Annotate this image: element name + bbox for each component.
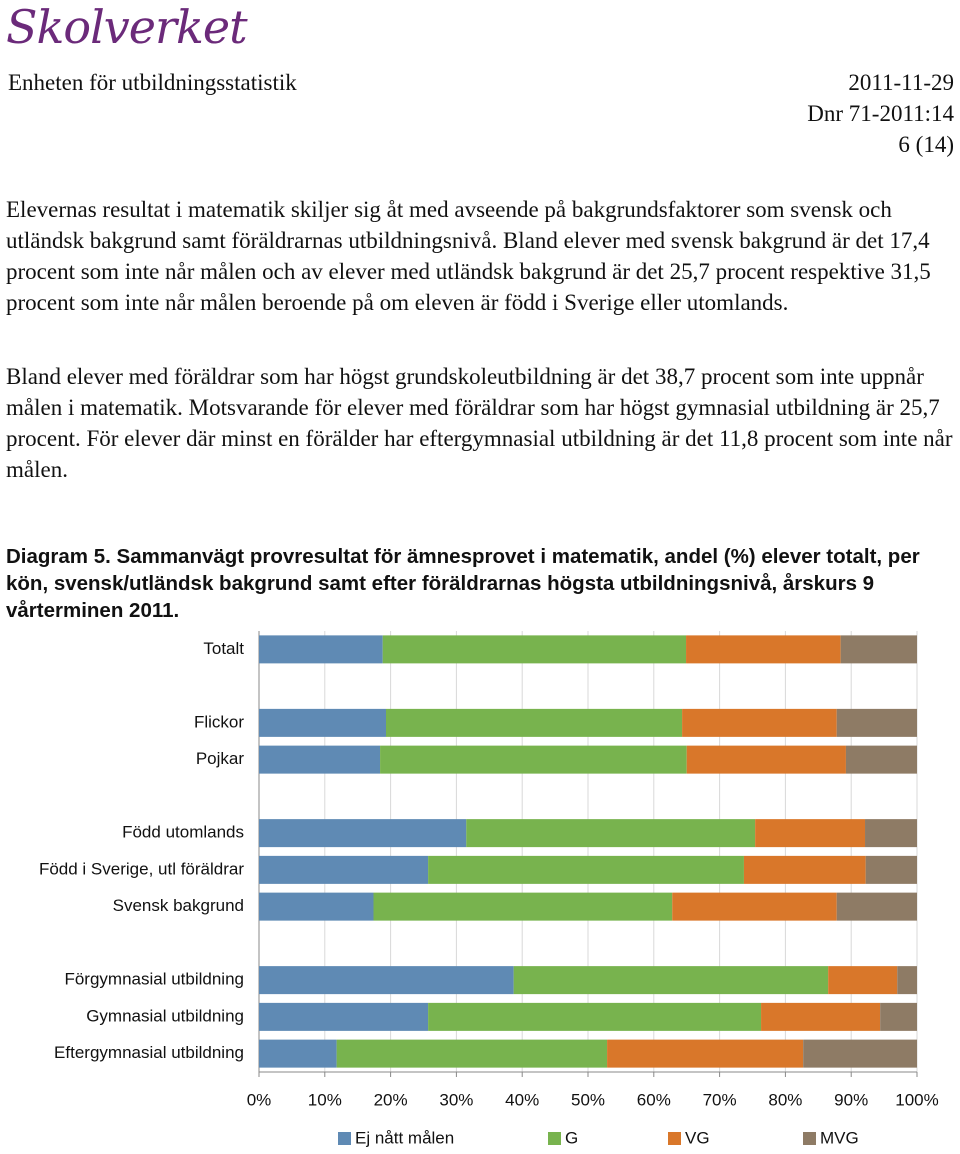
x-tick-label: 90% (834, 1090, 868, 1109)
bar-segment (672, 892, 837, 921)
logo: Skolverket (6, 0, 248, 54)
bar-segment (845, 745, 917, 774)
bar-segment (428, 855, 744, 884)
bar-segment (828, 966, 898, 995)
bar-segment (373, 892, 673, 921)
bar-segment (607, 1039, 804, 1068)
paragraph: Bland elever med föräldrar som har högst… (6, 364, 953, 482)
caption-text: Sammanvägt provresultat för ämnesprovet … (6, 545, 920, 622)
x-tick-label: 10% (308, 1090, 342, 1109)
paragraph: Elevernas resultat i matematik skiljer s… (6, 197, 931, 315)
y-tick-label: Pojkar (196, 749, 245, 768)
date: 2011-11-29 (848, 70, 954, 95)
bar-segment (382, 635, 687, 664)
y-tick-label: Född utomlands (122, 823, 244, 842)
bar-segment (743, 855, 866, 884)
x-tick-label: 70% (703, 1090, 737, 1109)
y-tick-label: Totalt (203, 639, 244, 658)
bar-segment (428, 1002, 762, 1031)
y-tick-label: Eftergymnasial utbildning (54, 1043, 244, 1062)
bar-segment (840, 635, 917, 664)
x-tick-label: 50% (571, 1090, 605, 1109)
bar-segment (259, 855, 429, 884)
bar-segment (686, 745, 846, 774)
legend-swatch (803, 1132, 816, 1145)
y-tick-label: Flickor (194, 712, 244, 731)
bar-segment (259, 819, 467, 848)
y-tick-label: Född i Sverige, utl föräldrar (39, 859, 244, 878)
page-number: 6 (14) (898, 132, 954, 157)
bar-segment (259, 635, 383, 664)
unit: Enheten för utbildningsstatistik (8, 70, 297, 95)
x-tick-label: 40% (505, 1090, 539, 1109)
legend-label: MVG (820, 1128, 859, 1147)
bar-segment (259, 1039, 337, 1068)
bar-segment (880, 1002, 917, 1031)
legend-swatch (338, 1132, 351, 1145)
bar-segment (686, 635, 841, 664)
bar-segment (761, 1002, 881, 1031)
x-tick-label: 30% (439, 1090, 473, 1109)
legend-label: G (565, 1128, 578, 1147)
x-tick-label: 0% (247, 1090, 272, 1109)
legend-swatch (548, 1132, 561, 1145)
bar-segment (836, 708, 917, 737)
bar-segment (897, 966, 917, 995)
bar-segment (385, 708, 683, 737)
y-tick-label: Gymnasial utbildning (86, 1006, 244, 1025)
bar-segment (865, 819, 917, 848)
caption-label: Diagram 5. (6, 545, 111, 568)
bar-segment (259, 892, 374, 921)
legend-label: Ej nått målen (355, 1128, 454, 1147)
bar-segment (259, 1002, 429, 1031)
bar-segment (466, 819, 756, 848)
x-tick-label: 60% (637, 1090, 671, 1109)
bar-segment (259, 745, 381, 774)
x-tick-label: 80% (768, 1090, 802, 1109)
bar-segment (259, 966, 514, 995)
y-tick-label: Svensk bakgrund (113, 896, 244, 915)
bar-segment (836, 892, 917, 921)
bar-segment (865, 855, 917, 884)
bar-segment (513, 966, 829, 995)
caption: Diagram 5. Sammanvägt provresultat för ä… (6, 543, 926, 624)
bar-segment (259, 708, 386, 737)
bar-segment (336, 1039, 608, 1068)
legend-label: VG (685, 1128, 710, 1147)
bar-segment (803, 1039, 917, 1068)
bar-segment (682, 708, 837, 737)
dnr: Dnr 71-2011:14 (807, 101, 954, 126)
bar-segment (380, 745, 687, 774)
y-tick-label: Förgymnasial utbildning (64, 970, 244, 989)
legend-swatch (668, 1132, 681, 1145)
x-tick-label: 100% (895, 1090, 938, 1109)
x-tick-label: 20% (374, 1090, 408, 1109)
bar-segment (755, 819, 866, 848)
chart: 0% 10% 20% 30% 40% 50% 60% 70% 80% 90% 100% Totalt F… (39, 631, 939, 1147)
